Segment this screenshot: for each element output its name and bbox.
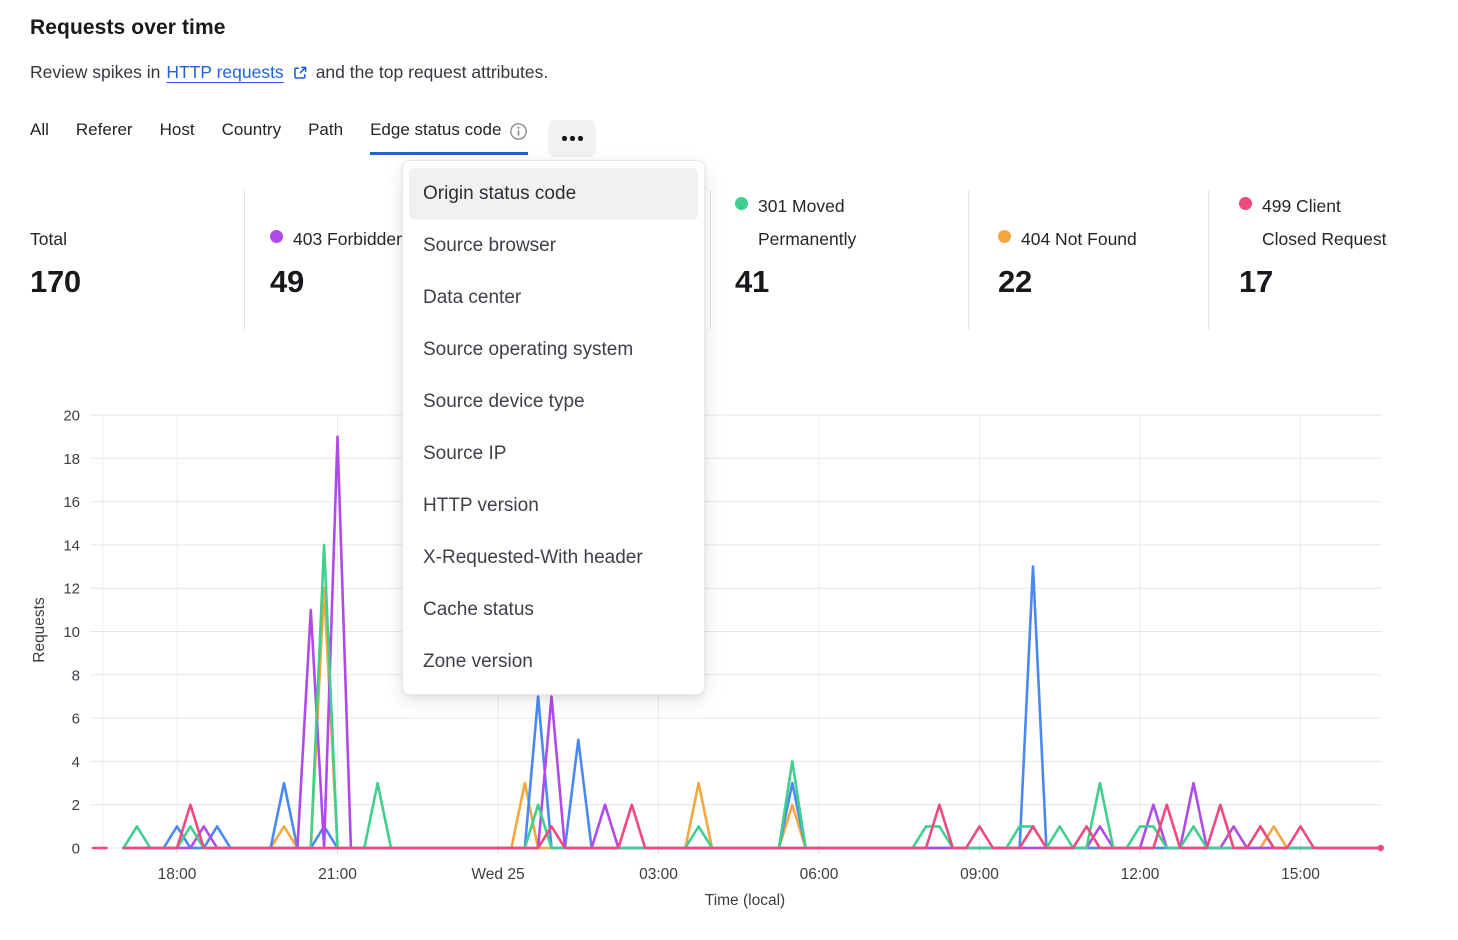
legend-dot-icon	[735, 197, 748, 211]
subtitle-prefix: Review spikes in	[30, 62, 161, 82]
x-axis-title: Time (local)	[705, 892, 785, 909]
external-link-icon	[292, 65, 308, 81]
stat-value: 170	[30, 264, 81, 299]
x-tick-label: 06:00	[800, 866, 839, 883]
x-tick-label: 18:00	[158, 866, 197, 883]
stat-label: Total	[30, 228, 67, 249]
stat-label: 499 Client Closed Request	[1262, 196, 1387, 249]
y-tick-label: 12	[63, 581, 80, 598]
x-tick-label: 03:00	[639, 866, 678, 883]
y-tick-label: 6	[72, 711, 80, 728]
stat-value: 49	[270, 264, 304, 299]
y-tick-label: 10	[63, 624, 80, 641]
tab-label: All	[30, 120, 49, 139]
series-line-301	[122, 543, 1383, 850]
legend-dot-icon	[998, 229, 1011, 243]
requests-line-chart: 0 2 4 6 8 10 12 14 16 18 20 18:00 21:00 Wed 25 03:00 06…	[31, 408, 1384, 909]
y-tick-label: 0	[72, 841, 80, 858]
attribute-tabs: All Referer Host Country Path Edge status cod…	[30, 120, 597, 157]
y-tick-label: 2	[72, 797, 80, 814]
tab-path[interactable]: Path	[308, 120, 343, 155]
stat-block-404: 404 Not Found 22	[998, 193, 1221, 300]
ellipsis-icon	[570, 136, 575, 141]
menu-item-x-requested-with-header[interactable]: X-Requested-With header	[423, 547, 643, 568]
x-tick-label: 12:00	[1121, 866, 1160, 883]
menu-item-source-browser[interactable]: Source browser	[423, 235, 557, 256]
series-line-403	[122, 435, 1383, 850]
info-icon[interactable]	[509, 122, 528, 141]
ellipsis-icon	[578, 136, 583, 141]
menu-item-http-version[interactable]: HTTP version	[423, 495, 539, 516]
stat-divider	[968, 190, 969, 330]
tab-referer[interactable]: Referer	[76, 120, 133, 155]
tab-label: Country	[221, 120, 282, 139]
stat-block-total: Total 170	[30, 193, 230, 300]
http-requests-link[interactable]: HTTP requests	[166, 62, 284, 82]
stat-divider	[244, 190, 245, 330]
legend-dot-icon	[1239, 197, 1252, 211]
x-tick-label: 21:00	[318, 866, 357, 883]
x-tick-label: 09:00	[960, 866, 999, 883]
y-tick-label: 16	[63, 494, 80, 511]
menu-item-source-operating-system[interactable]: Source operating system	[423, 339, 634, 360]
y-tick-label: 18	[63, 451, 80, 468]
stat-label: 403 Forbidden	[293, 228, 406, 249]
x-tick-label: 15:00	[1281, 866, 1320, 883]
stat-block-499: 499 Client Closed Request 17	[1239, 193, 1398, 300]
stat-block-403: 403 Forbidden 49	[270, 193, 423, 300]
ellipsis-icon	[562, 136, 567, 141]
series-line-499	[122, 803, 1383, 850]
tab-edge-status-code[interactable]: Edge status code	[370, 120, 529, 155]
menu-item-cache-status[interactable]: Cache status	[423, 599, 534, 620]
stat-value: 22	[998, 264, 1032, 299]
y-tick-label: 4	[72, 754, 80, 771]
y-axis-title: Requests	[31, 597, 48, 663]
stat-divider	[710, 190, 711, 330]
y-tick-label: 14	[63, 537, 80, 554]
menu-item-origin-status-code[interactable]: Origin status code	[409, 168, 698, 220]
tab-all[interactable]: All	[30, 120, 49, 155]
more-tabs-button[interactable]	[548, 120, 597, 157]
subtitle: Review spikes in HTTP requests and the t…	[30, 62, 548, 83]
menu-item-source-ip[interactable]: Source IP	[423, 443, 507, 464]
stat-value: 17	[1239, 264, 1273, 299]
stat-label: 301 Moved Permanently	[758, 196, 857, 249]
series-end-dot	[1377, 844, 1384, 852]
menu-item-source-device-type[interactable]: Source device type	[423, 391, 585, 412]
tab-label: Referer	[75, 120, 133, 139]
menu-item-zone-version[interactable]: Zone version	[423, 651, 533, 672]
tab-label: Path	[308, 120, 344, 139]
y-tick-label: 20	[63, 408, 80, 425]
menu-item-data-center[interactable]: Data center	[423, 287, 522, 308]
attribute-dropdown-menu: Origin status code Source browser Data cen…	[402, 160, 705, 695]
x-tick-label: Wed 25	[471, 866, 524, 883]
stat-value: 41	[735, 264, 769, 299]
y-tick-label: 8	[72, 667, 80, 684]
tab-country[interactable]: Country	[222, 120, 282, 155]
tab-host[interactable]: Host	[160, 120, 195, 155]
page-title: Requests over time	[30, 16, 226, 39]
subtitle-suffix: and the top request attributes.	[315, 62, 549, 82]
stat-label: 404 Not Found	[1021, 228, 1137, 249]
legend-dot-icon	[270, 229, 283, 243]
stat-divider	[1208, 190, 1209, 330]
tab-label: Edge status code	[370, 120, 502, 139]
stat-block-301: 301 Moved Permanently 41	[735, 193, 890, 300]
tab-label: Host	[159, 120, 195, 139]
